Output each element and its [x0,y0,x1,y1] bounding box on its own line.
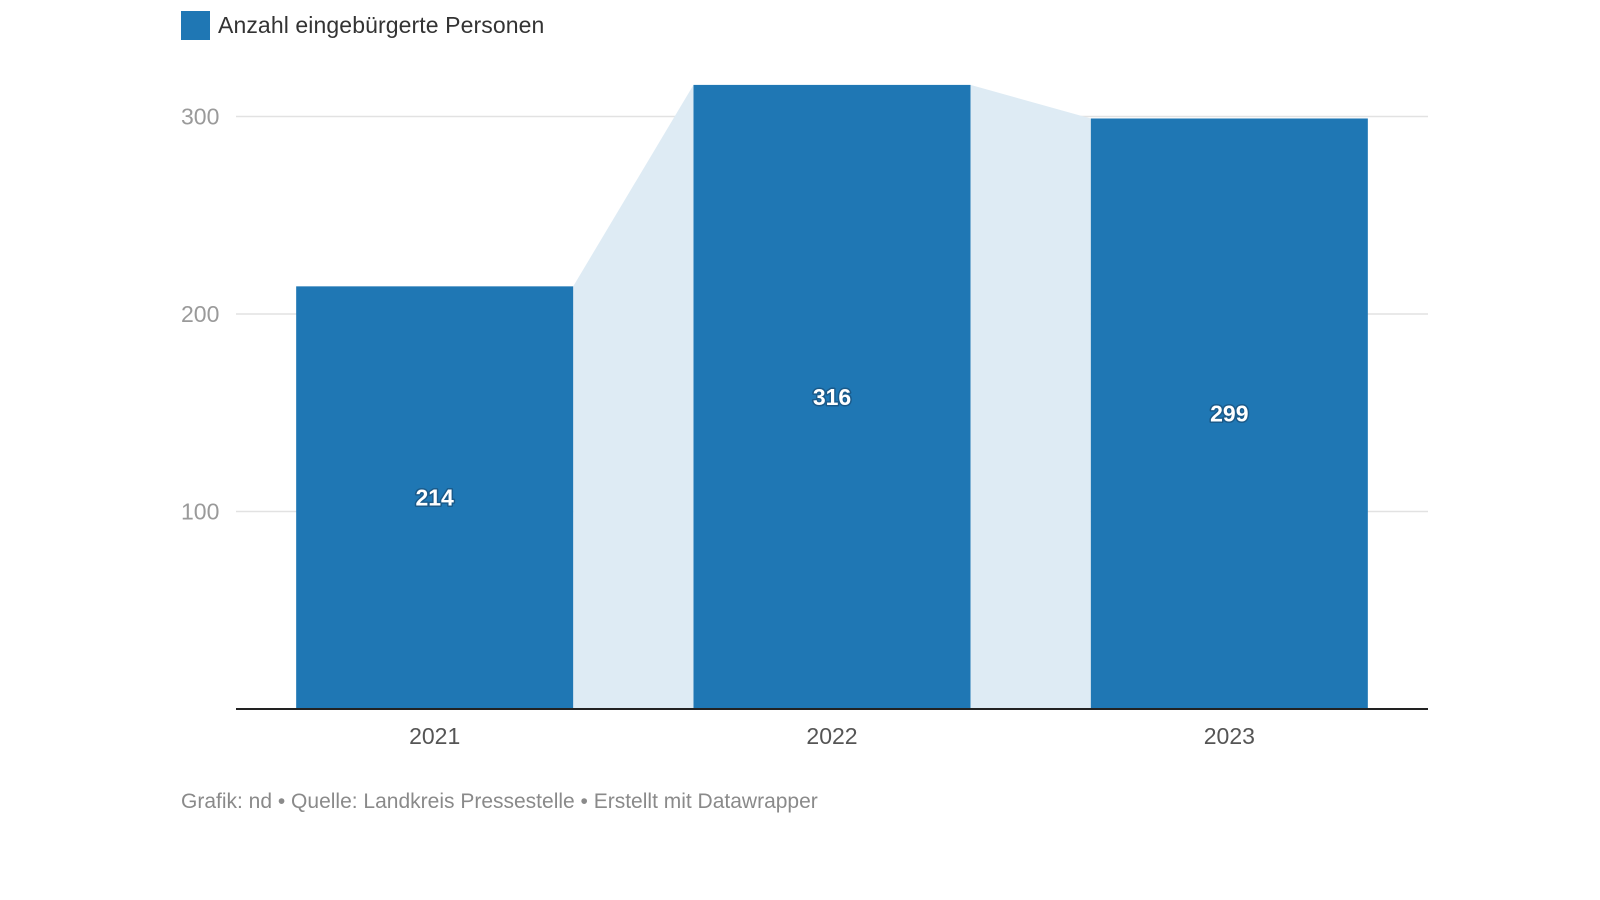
bar-value-label: 299 [1210,401,1248,427]
y-tick-label: 300 [181,104,219,130]
bar [296,286,574,709]
bar-value-label: 316 [813,384,851,410]
bars [296,84,1368,710]
y-tick-label: 200 [181,301,219,327]
x-tick-label: 2022 [806,723,857,749]
bar-connector [573,84,694,709]
bar [693,84,971,709]
x-tick-label: 2023 [1204,723,1255,749]
bar-connectors [573,84,1091,709]
x-tick-label: 2021 [409,723,460,749]
chart-legend: Anzahl eingebürgerte Personen [181,10,544,40]
bar-connector [970,84,1091,709]
bar [1090,118,1368,710]
bar-value-label: 214 [415,485,454,511]
legend-label: Anzahl eingebürgerte Personen [218,11,545,38]
labels: 100 200 300 214 2021 316 2022 299 2023 [181,104,1255,750]
y-tick-label: 100 [181,499,219,525]
legend-swatch [181,10,210,40]
chart-footer: Grafik: nd • Quelle: Landkreis Presseste… [181,790,818,813]
